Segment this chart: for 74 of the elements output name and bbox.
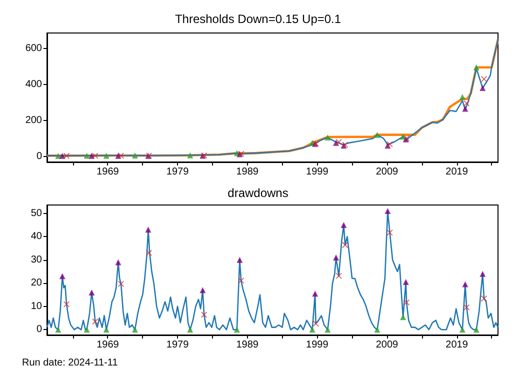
point	[481, 295, 488, 302]
x-tick-label: 2009	[376, 340, 399, 350]
x-tick-label: 1969	[96, 166, 120, 178]
x-tick-label: 2009	[376, 166, 399, 178]
point	[132, 326, 138, 333]
point	[404, 299, 410, 306]
point	[480, 270, 486, 277]
x-tick-label: 1989	[236, 166, 259, 178]
point	[200, 287, 206, 294]
chart-title: drawdowns	[228, 186, 288, 200]
x-tick-label: 1979	[166, 340, 190, 350]
x-tick-label: 2019	[446, 340, 468, 350]
point	[59, 273, 66, 280]
point	[309, 326, 316, 333]
y-tick-label: 400	[25, 78, 42, 90]
point	[187, 152, 194, 158]
text: Run date: 2024-11-11	[22, 358, 118, 368]
point	[88, 289, 95, 296]
point	[384, 208, 391, 214]
chart-title: Thresholds Down=0.15 Up=0.1	[174, 12, 342, 26]
point	[473, 64, 480, 70]
point	[238, 278, 244, 284]
x-tick-label: 1989	[236, 340, 259, 350]
y-tick-label: 0	[36, 324, 42, 336]
point	[92, 152, 98, 159]
point	[132, 152, 138, 159]
point	[480, 85, 486, 92]
point	[374, 132, 380, 138]
point	[103, 326, 110, 333]
point	[324, 326, 331, 333]
point	[402, 278, 409, 285]
point	[386, 230, 393, 236]
point	[481, 76, 488, 82]
y-tick-label: 10	[30, 300, 42, 312]
point	[473, 326, 480, 333]
point	[400, 314, 406, 320]
point	[236, 256, 243, 263]
x-tick-label: 1999	[306, 340, 329, 350]
point	[324, 134, 331, 141]
point	[103, 152, 110, 159]
y-tick-label: 20	[30, 278, 42, 289]
x-tick-label: 1979	[166, 166, 190, 178]
x-tick-label: 1969	[96, 340, 120, 350]
y-tick-label: 0	[36, 150, 42, 162]
point	[462, 281, 468, 288]
point	[374, 326, 380, 333]
y-tick-label: 30	[30, 254, 42, 266]
y-tick-label: 40	[30, 231, 42, 242]
point	[342, 242, 348, 248]
x-tick-label: 2019	[446, 166, 468, 178]
point	[333, 254, 340, 261]
point	[459, 326, 466, 333]
point	[55, 326, 62, 333]
point	[340, 222, 347, 228]
point	[234, 326, 240, 333]
point	[88, 152, 95, 159]
point	[145, 226, 152, 233]
point	[115, 259, 122, 266]
y-tick-label: 600	[25, 42, 42, 54]
point	[333, 140, 340, 146]
y-tick-label: 200	[25, 114, 42, 126]
x-tick-label: 1999	[306, 166, 329, 178]
point	[312, 290, 318, 297]
point	[187, 326, 194, 333]
point	[59, 152, 66, 159]
point	[462, 106, 468, 112]
point	[55, 152, 62, 159]
point	[64, 152, 70, 159]
point	[84, 326, 90, 333]
y-tick-label: 50	[30, 208, 42, 219]
point	[464, 100, 470, 106]
point	[464, 304, 470, 310]
point	[146, 250, 152, 256]
point	[459, 94, 466, 100]
